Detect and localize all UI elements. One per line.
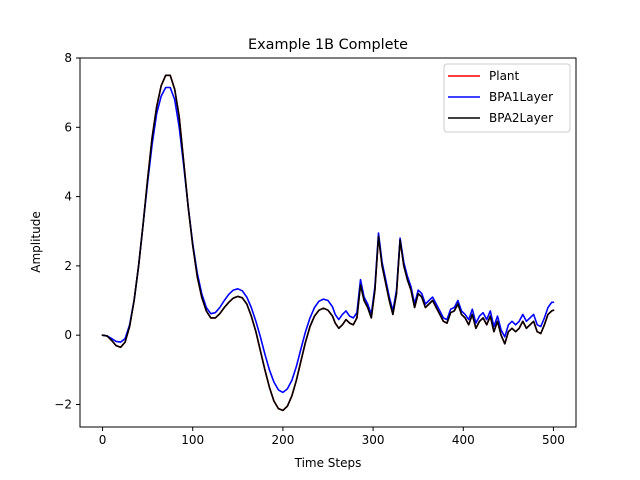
y-tick-label: 6 <box>64 120 72 134</box>
legend: Plant BPA1Layer BPA2Layer <box>443 63 571 133</box>
x-tick-label: 0 <box>99 433 107 447</box>
legend-entries: Plant BPA1Layer BPA2Layer <box>448 69 553 125</box>
x-axis-ticks: 0 100 200 300 400 500 <box>99 427 565 447</box>
y-tick-label: 8 <box>64 51 72 65</box>
plot-area-frame <box>79 57 577 428</box>
x-tick-label: 400 <box>452 433 475 447</box>
x-tick-label: 200 <box>271 433 294 447</box>
x-axis-label: Time Steps <box>294 456 362 470</box>
y-tick-label: 0 <box>64 328 72 342</box>
y-axis-label: Amplitude <box>29 211 43 273</box>
x-tick-label: 300 <box>362 433 385 447</box>
x-tick-label: 100 <box>181 433 204 447</box>
legend-box <box>443 63 571 133</box>
y-tick-label: −2 <box>54 397 72 411</box>
series-line-bpa2layer <box>101 74 555 412</box>
chart-title: Example 1B Complete <box>248 37 408 53</box>
legend-label-bpa1layer: BPA1Layer <box>489 90 553 104</box>
plot-series <box>101 74 555 412</box>
legend-label-plant: Plant <box>489 69 520 83</box>
y-tick-label: 2 <box>64 259 72 273</box>
legend-label-bpa2layer: BPA2Layer <box>489 111 553 125</box>
x-tick-label: 500 <box>542 433 565 447</box>
y-axis-ticks: −2 0 2 4 6 8 <box>54 51 80 411</box>
y-tick-label: 4 <box>64 190 72 204</box>
